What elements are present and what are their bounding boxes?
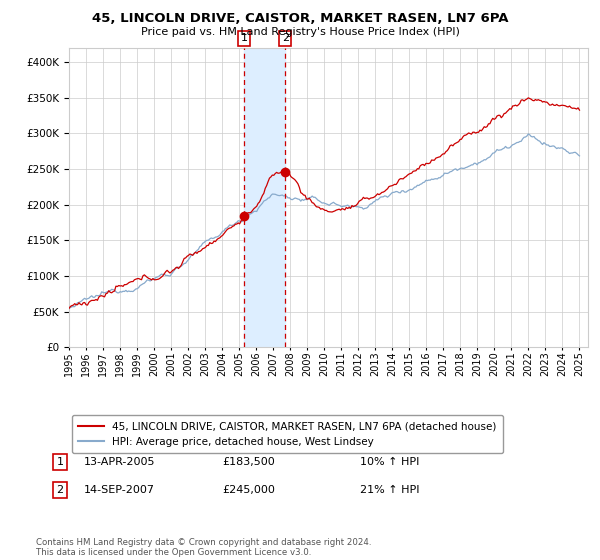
Text: Price paid vs. HM Land Registry's House Price Index (HPI): Price paid vs. HM Land Registry's House …: [140, 27, 460, 37]
Text: 1: 1: [241, 34, 247, 44]
Text: £183,500: £183,500: [222, 457, 275, 467]
Text: 2: 2: [56, 485, 64, 495]
Bar: [244, 48, 285, 347]
Text: 21% ↑ HPI: 21% ↑ HPI: [360, 485, 419, 495]
Text: £245,000: £245,000: [222, 485, 275, 495]
Text: 10% ↑ HPI: 10% ↑ HPI: [360, 457, 419, 467]
Text: 14-SEP-2007: 14-SEP-2007: [84, 485, 155, 495]
Text: Contains HM Land Registry data © Crown copyright and database right 2024.
This d: Contains HM Land Registry data © Crown c…: [36, 538, 371, 557]
Text: 2: 2: [282, 34, 289, 44]
Legend: 45, LINCOLN DRIVE, CAISTOR, MARKET RASEN, LN7 6PA (detached house), HPI: Average: 45, LINCOLN DRIVE, CAISTOR, MARKET RASEN…: [71, 415, 503, 453]
Text: 13-APR-2005: 13-APR-2005: [84, 457, 155, 467]
Text: 45, LINCOLN DRIVE, CAISTOR, MARKET RASEN, LN7 6PA: 45, LINCOLN DRIVE, CAISTOR, MARKET RASEN…: [92, 12, 508, 25]
Text: 1: 1: [56, 457, 64, 467]
